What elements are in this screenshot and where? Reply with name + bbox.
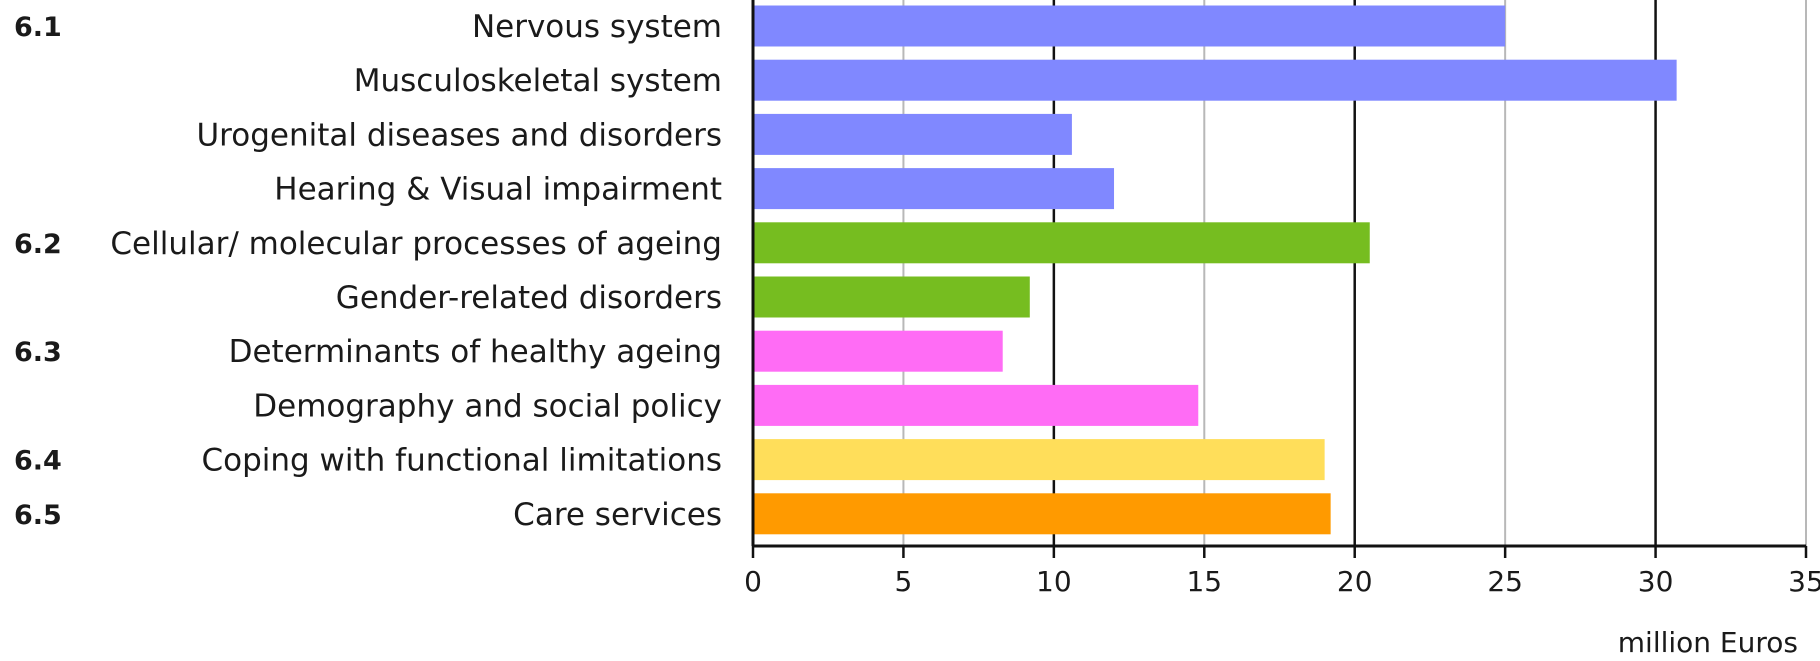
x-tick-label: 0	[744, 565, 762, 598]
section-code: 6.2	[14, 229, 62, 260]
section-code: 6.5	[14, 500, 62, 531]
bar	[753, 59, 1677, 101]
bar	[753, 439, 1325, 481]
bar	[753, 493, 1331, 535]
bar	[753, 168, 1115, 210]
bar	[753, 5, 1506, 47]
x-axis-label: million Euros	[1618, 626, 1798, 659]
section-code: 6.4	[14, 446, 62, 477]
bar	[753, 222, 1370, 264]
section-code: 6.1	[14, 12, 62, 43]
category-label: Gender-related disorders	[336, 280, 722, 316]
category-label: Hearing & Visual impairment	[274, 172, 722, 208]
category-label: Coping with functional limitations	[201, 443, 722, 479]
category-label: Cellular/ molecular processes of ageing	[110, 226, 722, 262]
category-label: Demography and social policy	[253, 388, 722, 424]
category-label: Urogenital diseases and disorders	[196, 117, 722, 153]
x-tick-label: 30	[1638, 565, 1674, 598]
x-tick-label: 5	[895, 565, 913, 598]
x-tick-label: 15	[1186, 565, 1222, 598]
category-label: Musculoskeletal system	[354, 63, 722, 99]
category-label: Determinants of healthy ageing	[229, 334, 722, 370]
x-tick-label: 35	[1788, 565, 1820, 598]
bar	[753, 113, 1072, 155]
bar	[753, 384, 1199, 426]
bar	[753, 276, 1030, 318]
category-label: Care services	[513, 497, 722, 533]
section-code: 6.3	[14, 337, 62, 368]
bar	[753, 330, 1003, 372]
category-label: Nervous system	[472, 9, 722, 45]
x-tick-label: 20	[1337, 565, 1373, 598]
x-tick-label: 10	[1036, 565, 1072, 598]
x-tick-label: 25	[1487, 565, 1523, 598]
